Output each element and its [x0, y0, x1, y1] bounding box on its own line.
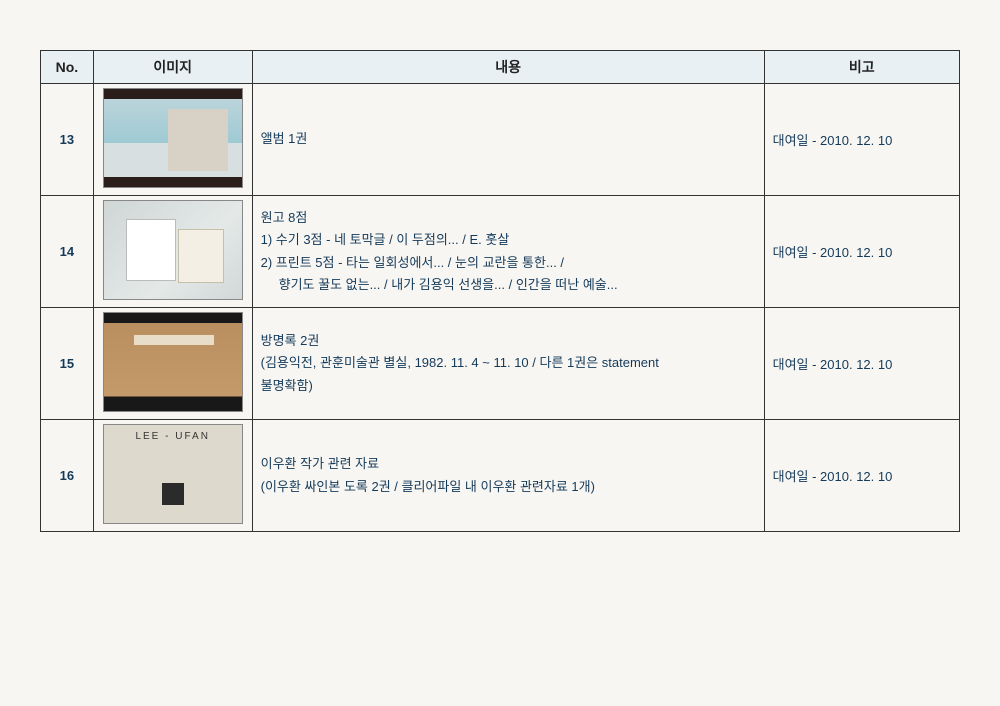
cell-no: 16: [41, 420, 94, 532]
thumbnail-icon: [103, 424, 243, 524]
cell-image: [93, 196, 252, 308]
content-line: 방명록 2권: [261, 330, 756, 352]
cell-no: 15: [41, 308, 94, 420]
cell-content: 방명록 2권(김용익전, 관훈미술관 별실, 1982. 11. 4 ~ 11.…: [252, 308, 764, 420]
cell-image: [93, 84, 252, 196]
content-line: (이우환 싸인본 도록 2권 / 클리어파일 내 이우환 관련자료 1개): [261, 476, 756, 498]
col-image: 이미지: [93, 51, 252, 84]
table-row: 15 방명록 2권(김용익전, 관훈미술관 별실, 1982. 11. 4 ~ 1…: [41, 308, 960, 420]
catalog-table: No. 이미지 내용 비고 13앨범 1권대여일 - 2010. 12. 101…: [40, 50, 960, 532]
col-no: No.: [41, 51, 94, 84]
thumbnail-icon: [103, 88, 243, 188]
content-line: 1) 수기 3점 - 네 토막글 / 이 두점의... / E. 훗살: [261, 229, 756, 251]
content-line: 향기도 꿀도 없는... / 내가 김용익 선생을... / 인간을 떠난 예술…: [261, 274, 756, 296]
table-row: 13 앨범 1권 대여일 - 2010. 12. 10: [41, 84, 960, 196]
cell-remark: 대여일 - 2010. 12. 10: [764, 420, 959, 532]
col-remark: 비고: [764, 51, 959, 84]
thumbnail-icon: [103, 200, 243, 300]
cell-remark: 대여일 - 2010. 12. 10: [764, 308, 959, 420]
cell-remark: 대여일 - 2010. 12. 10: [764, 196, 959, 308]
cell-image: [93, 308, 252, 420]
table-row: 14 원고 8점1) 수기 3점 - 네 토막글 / 이 두점의... / E. …: [41, 196, 960, 308]
content-line: 이우환 작가 관련 자료: [261, 453, 756, 475]
content-line: 불명확함): [261, 375, 756, 397]
cell-no: 13: [41, 84, 94, 196]
content-line: 앨범 1권: [261, 128, 756, 150]
table-row: 16 이우환 작가 관련 자료(이우환 싸인본 도록 2권 / 클리어파일 내 이…: [41, 420, 960, 532]
cell-content: 원고 8점1) 수기 3점 - 네 토막글 / 이 두점의... / E. 훗살…: [252, 196, 764, 308]
content-line: 원고 8점: [261, 207, 756, 229]
cell-remark: 대여일 - 2010. 12. 10: [764, 84, 959, 196]
col-content: 내용: [252, 51, 764, 84]
cell-no: 14: [41, 196, 94, 308]
content-line: 2) 프린트 5점 - 타는 일회성에서... / 눈의 교란을 통한... /: [261, 252, 756, 274]
thumbnail-icon: [103, 312, 243, 412]
cell-content: 앨범 1권: [252, 84, 764, 196]
cell-content: 이우환 작가 관련 자료(이우환 싸인본 도록 2권 / 클리어파일 내 이우환…: [252, 420, 764, 532]
content-line: (김용익전, 관훈미술관 별실, 1982. 11. 4 ~ 11. 10 / …: [261, 352, 756, 374]
cell-image: [93, 420, 252, 532]
header-row: No. 이미지 내용 비고: [41, 51, 960, 84]
